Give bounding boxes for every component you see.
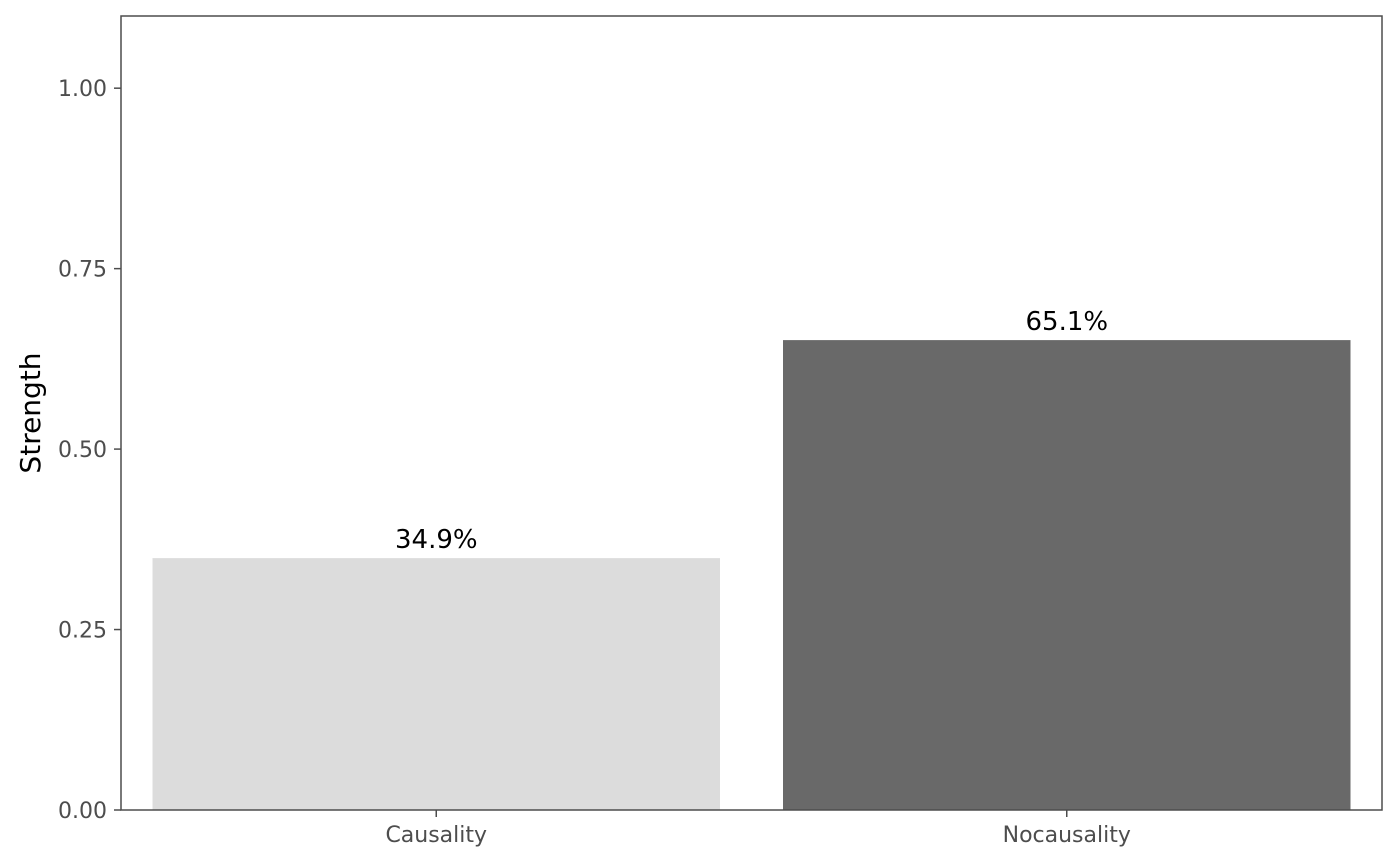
y-axis: 0.00 0.25 0.50 0.75 1.00 — [58, 77, 121, 824]
y-axis-title: Strength — [14, 352, 47, 473]
y-tick-label: 0.25 — [58, 619, 107, 644]
data-labels-group: 34.9% 65.1% — [395, 307, 1108, 555]
y-tick-label: 1.00 — [58, 77, 107, 102]
data-label-causality: 34.9% — [395, 525, 478, 555]
y-tick-label: 0.75 — [58, 258, 107, 283]
bar-causality — [152, 558, 720, 810]
y-tick-label: 0.50 — [58, 438, 107, 463]
data-label-nocausality: 65.1% — [1025, 307, 1108, 337]
x-tick-label-nocausality: Nocausality — [1003, 823, 1131, 848]
bars-group — [152, 340, 1351, 810]
panel-border — [120, 15, 1383, 811]
x-axis: Causality Nocausality — [385, 810, 1131, 848]
y-tick-label: 0.00 — [58, 799, 107, 824]
bar-nocausality — [783, 340, 1351, 810]
x-tick-label-causality: Causality — [385, 823, 487, 848]
